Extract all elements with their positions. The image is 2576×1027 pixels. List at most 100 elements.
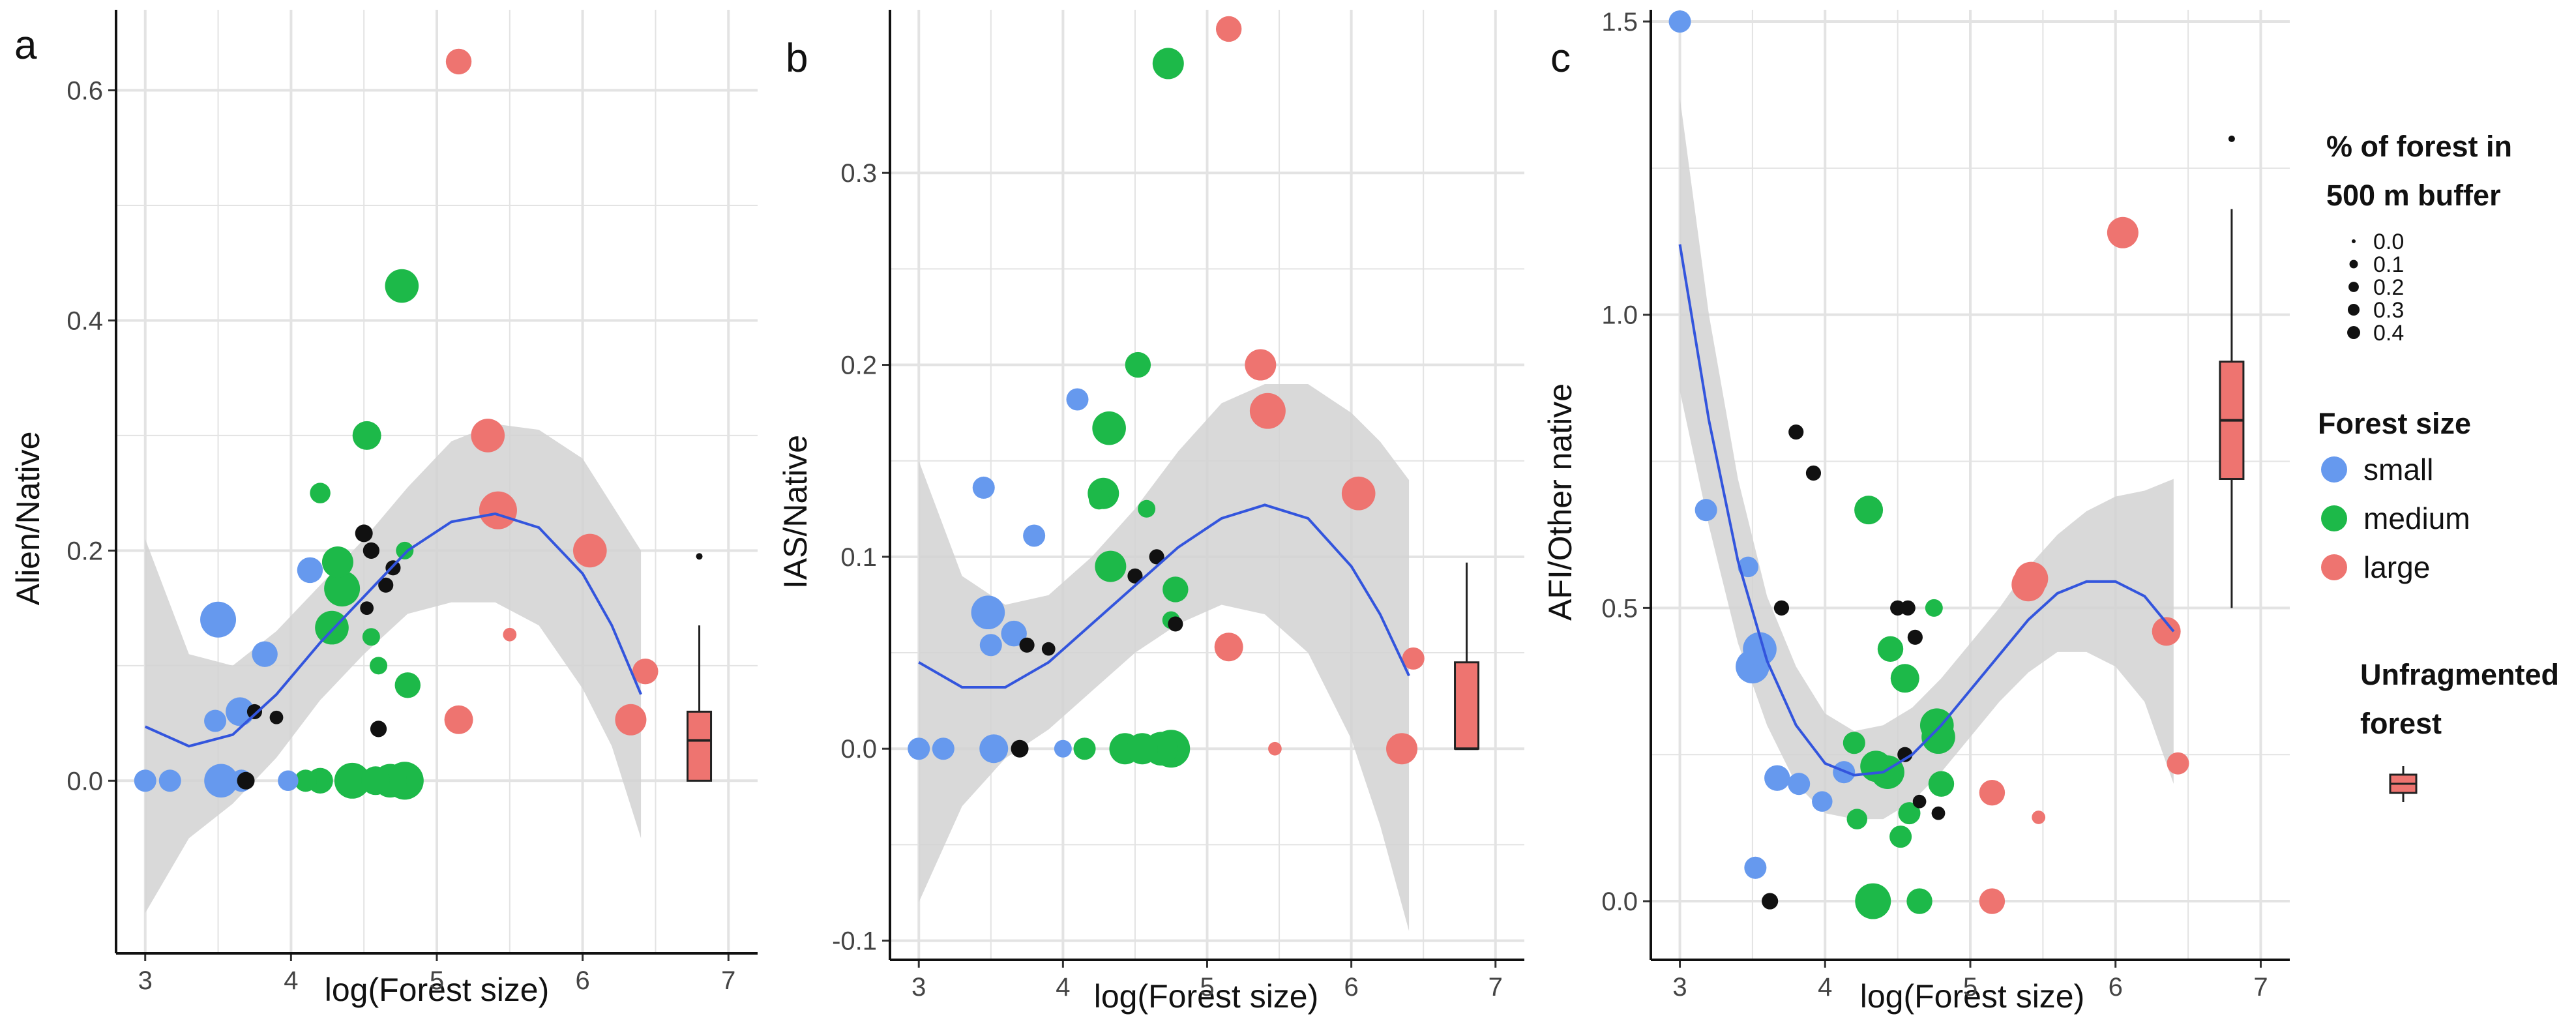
data-point-fragmented — [1897, 747, 1913, 762]
boxplot-box — [1454, 661, 1480, 750]
x-tick-label: 6 — [2109, 973, 2123, 1002]
data-point-large — [445, 48, 472, 75]
y-tick-label: 0.3 — [840, 159, 877, 188]
smooth-line — [1678, 244, 2175, 777]
data-point-medium — [394, 672, 421, 698]
data-point-fragmented — [1149, 549, 1164, 565]
data-point-small — [1668, 10, 1691, 33]
legend-color-entries: small medium large — [2321, 453, 2470, 584]
data-point-medium — [1846, 809, 1868, 829]
data-point-small — [908, 737, 930, 760]
data-point-large — [1402, 647, 1425, 670]
legend-color-label: small — [2363, 453, 2433, 486]
legend-size-title-line2: 500 m buffer — [2326, 179, 2501, 212]
data-point-medium — [352, 421, 381, 450]
data-point-large — [1214, 633, 1243, 662]
data-point-fragmented — [355, 524, 373, 543]
data-point-small — [204, 709, 227, 732]
data-point-medium — [1092, 411, 1126, 445]
data-point-medium — [1898, 802, 1921, 825]
data-point-small — [226, 697, 255, 726]
data-point-medium — [1088, 488, 1110, 510]
x-tick-label: 7 — [2253, 973, 2268, 1002]
data-point-large — [1979, 888, 2006, 914]
legend-color-label: medium — [2363, 501, 2470, 535]
data-point-small — [1743, 632, 1777, 666]
data-point-medium — [310, 483, 331, 503]
data-point-large — [1341, 476, 1376, 511]
data-point-large — [1386, 733, 1418, 765]
panel-c-ylabel: AFI/Other native — [1542, 383, 1578, 621]
legend-color-swatch-medium — [2321, 505, 2347, 531]
data-point-large — [503, 627, 517, 642]
data-point-medium — [1855, 883, 1891, 919]
data-point-fragmented — [1900, 600, 1916, 616]
data-point-medium — [1125, 351, 1151, 378]
y-tick-label: 0.6 — [67, 77, 103, 106]
smooth-line — [918, 503, 1410, 689]
data-point-small — [134, 769, 156, 792]
data-point-fragmented — [246, 704, 263, 720]
y-tick-label: 1.5 — [1601, 8, 1638, 37]
panel-a-plot: 3 4 5 6 7 0.0 0.2 0.4 0.6 — [67, 10, 758, 995]
data-point-small — [1812, 791, 1833, 812]
x-tick-label: 6 — [576, 966, 590, 995]
legend-color-label: large — [2363, 550, 2430, 584]
legend-size-label: 0.3 — [2373, 298, 2404, 323]
data-point-small — [1023, 524, 1046, 547]
data-point-fragmented — [378, 577, 394, 593]
data-point-fragmented — [269, 710, 284, 724]
y-tick-label: 1.0 — [1601, 301, 1638, 330]
data-point-medium — [1162, 576, 1189, 603]
data-point-medium — [321, 546, 353, 578]
x-tick-label: 6 — [1344, 973, 1359, 1002]
y-tick-label: 0.0 — [1601, 887, 1638, 916]
y-tick-label: -0.1 — [832, 927, 877, 956]
x-tick-label: 4 — [1818, 973, 1832, 1002]
data-point-medium — [1073, 737, 1096, 760]
x-tick-label: 5 — [1963, 973, 1977, 1002]
boxplot-outlier — [2228, 135, 2235, 142]
x-tick-label: 7 — [1488, 973, 1503, 1002]
boxplot-outlier — [696, 553, 703, 560]
legend-size-swatch — [2347, 326, 2360, 339]
x-tick-label: 4 — [284, 966, 298, 995]
data-point-small — [204, 764, 238, 798]
x-tick-label: 3 — [911, 973, 926, 1002]
data-point-medium — [1928, 771, 1955, 797]
data-point-small — [972, 476, 995, 499]
data-point-medium — [1925, 599, 1943, 617]
panel-c-label: c — [1550, 36, 1571, 81]
data-point-small — [1054, 739, 1072, 758]
data-point-medium — [1877, 636, 1904, 662]
panel-b-plot: 3 4 5 6 7 -0.1 0.0 0.1 0.2 0.3 — [832, 10, 1524, 1002]
x-tick-label: 3 — [138, 966, 153, 995]
data-point-large — [2167, 752, 2189, 775]
legend-size-label: 0.1 — [2373, 252, 2404, 277]
data-point-fragmented — [1762, 893, 1779, 910]
data-point-large — [2107, 216, 2139, 248]
x-tick-label: 4 — [1056, 973, 1070, 1002]
confidence-ribbon — [145, 424, 642, 914]
panel-b-ylabel: IAS/Native — [777, 435, 814, 589]
data-point-medium — [324, 571, 361, 607]
y-tick-label: 0.1 — [840, 543, 877, 572]
data-point-small — [158, 769, 181, 792]
x-tick-label: 5 — [430, 966, 444, 995]
data-point-fragmented — [1019, 637, 1035, 653]
data-point-large — [444, 705, 473, 734]
data-point-medium — [1138, 499, 1156, 518]
legend-size-label: 0.4 — [2373, 321, 2404, 346]
data-point-medium — [1854, 496, 1884, 525]
data-point-small — [1001, 620, 1027, 647]
data-point-small — [1695, 499, 1717, 522]
data-point-small — [252, 641, 278, 667]
panel-a-ylabel: Alien/Native — [10, 432, 46, 606]
data-point-large — [2032, 811, 2046, 824]
legend-size-entries: 0.00.10.20.30.4 — [2347, 230, 2404, 346]
data-point-medium — [294, 769, 317, 792]
data-point-medium — [334, 762, 370, 799]
smooth-line — [144, 512, 642, 748]
data-point-small — [979, 634, 1002, 657]
data-point-large — [1249, 393, 1286, 429]
